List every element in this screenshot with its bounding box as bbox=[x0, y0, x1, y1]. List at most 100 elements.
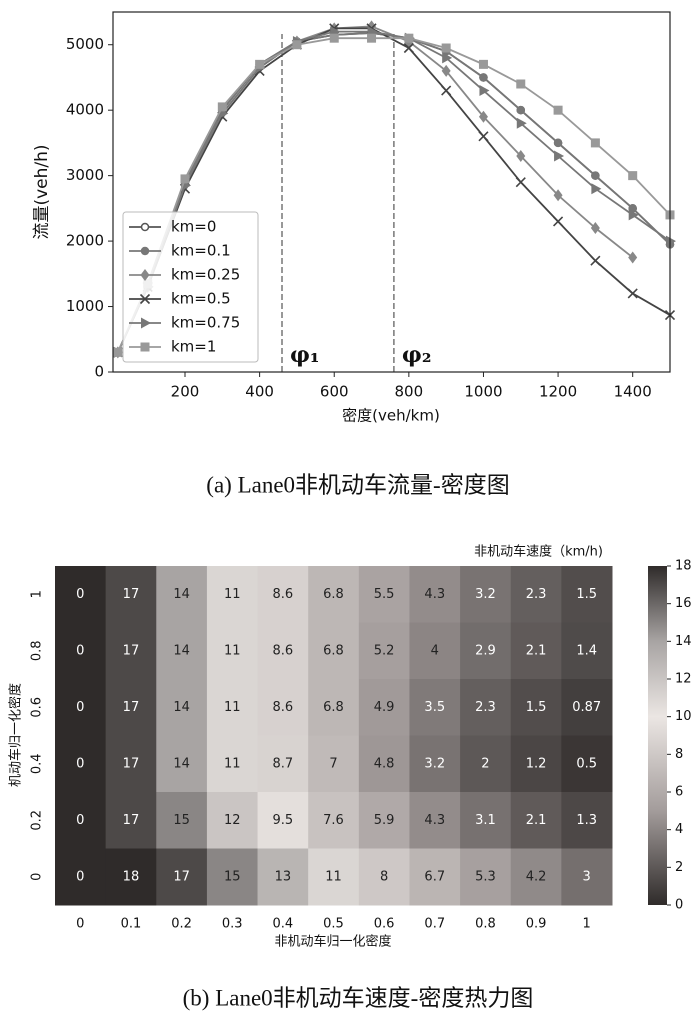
cell bbox=[308, 566, 360, 623]
cell bbox=[206, 735, 259, 793]
cell bbox=[460, 566, 512, 623]
cell bbox=[510, 848, 562, 906]
marker bbox=[441, 85, 452, 96]
cell bbox=[257, 792, 309, 849]
colorbar-tick-label: 14 bbox=[675, 634, 692, 649]
x-tick-label: 1200 bbox=[539, 383, 577, 401]
cell-label: 11 bbox=[224, 587, 241, 602]
marker bbox=[516, 150, 526, 162]
series-line bbox=[117, 37, 671, 353]
cell bbox=[561, 735, 613, 793]
marker bbox=[329, 33, 339, 43]
x-tick-label: 0.6 bbox=[374, 917, 395, 932]
marker bbox=[140, 222, 150, 232]
marker bbox=[553, 189, 563, 202]
cell-label: 6.8 bbox=[323, 643, 344, 658]
cell-label: 11 bbox=[325, 869, 342, 884]
y-tick-label: 0.8 bbox=[30, 640, 45, 661]
colorbar-tick-label: 16 bbox=[675, 596, 692, 611]
y-tick-label: 2000 bbox=[66, 232, 104, 250]
marker bbox=[553, 105, 563, 115]
marker bbox=[367, 20, 377, 33]
x-tick-label: 200 bbox=[171, 383, 200, 401]
cell-label: 7.6 bbox=[323, 813, 344, 828]
cell-label: 1.5 bbox=[526, 700, 547, 715]
cell-label: 3 bbox=[583, 869, 591, 884]
annotation: φ₂ bbox=[402, 342, 432, 368]
cell bbox=[460, 792, 512, 849]
marker bbox=[515, 177, 526, 188]
cell bbox=[510, 566, 562, 623]
cell bbox=[561, 566, 613, 623]
legend-box bbox=[122, 211, 259, 363]
cell bbox=[156, 566, 208, 623]
cell-label: 17 bbox=[123, 643, 140, 658]
x-tick-label: 1400 bbox=[614, 383, 652, 401]
cell bbox=[206, 792, 259, 849]
cell-label: 3.2 bbox=[424, 756, 445, 771]
x-axis-label: 非机动车归一化密度 bbox=[274, 934, 391, 950]
cell bbox=[206, 566, 259, 623]
cell bbox=[409, 792, 461, 849]
marker bbox=[478, 131, 489, 142]
cell-label: 6.7 bbox=[424, 869, 445, 884]
marker bbox=[516, 117, 527, 129]
cell-label: 4.3 bbox=[424, 587, 445, 602]
cell bbox=[257, 679, 309, 736]
marker bbox=[441, 64, 451, 77]
cell bbox=[409, 622, 461, 680]
x-tick-label: 0.3 bbox=[222, 917, 243, 932]
colorbar-tick-label: 18 bbox=[675, 559, 692, 574]
x-tick-label: 400 bbox=[245, 383, 274, 401]
marker bbox=[367, 33, 377, 43]
cell-label: 2 bbox=[481, 756, 489, 771]
cell bbox=[358, 792, 410, 849]
cell bbox=[206, 848, 259, 906]
x-tick-label: 1 bbox=[583, 917, 591, 932]
marker bbox=[255, 59, 265, 69]
legend-label: km=1 bbox=[171, 338, 216, 356]
colorbar-tick-label: 8 bbox=[675, 747, 683, 762]
y-tick-label: 0 bbox=[94, 363, 104, 381]
x-tick-label: 0 bbox=[76, 917, 84, 932]
cell-label: 8.6 bbox=[273, 643, 294, 658]
cell bbox=[308, 735, 360, 793]
y-tick-label: 0 bbox=[30, 873, 45, 881]
marker bbox=[628, 251, 638, 264]
legend-label: km=0.5 bbox=[171, 290, 231, 308]
marker bbox=[113, 347, 123, 357]
cell-label: 5.5 bbox=[374, 587, 395, 602]
cell bbox=[257, 735, 309, 793]
cell bbox=[156, 735, 208, 793]
cell bbox=[460, 848, 512, 906]
cell bbox=[156, 622, 208, 680]
marker bbox=[140, 269, 150, 281]
colorbar-tick-label: 0 bbox=[675, 898, 683, 913]
cell-label: 1.2 bbox=[526, 756, 547, 771]
marker bbox=[591, 183, 602, 195]
cell bbox=[358, 679, 410, 736]
cell-label: 7 bbox=[329, 756, 337, 771]
cell bbox=[55, 566, 107, 623]
cell-label: 5.3 bbox=[475, 869, 496, 884]
marker bbox=[180, 174, 190, 184]
cell-label: 1.5 bbox=[576, 587, 597, 602]
cell bbox=[460, 735, 512, 793]
marker bbox=[292, 40, 302, 50]
cell bbox=[510, 622, 562, 680]
cell-label: 17 bbox=[123, 700, 140, 715]
cell bbox=[55, 622, 107, 680]
cell-label: 1.3 bbox=[576, 813, 597, 828]
cell bbox=[409, 679, 461, 736]
cell-label: 17 bbox=[123, 756, 140, 771]
marker bbox=[590, 138, 600, 148]
y-tick-label: 0.4 bbox=[30, 753, 45, 774]
cell-label: 14 bbox=[173, 700, 190, 715]
cell bbox=[358, 735, 410, 793]
legend-label: km=0 bbox=[171, 218, 216, 236]
cell-label: 15 bbox=[173, 813, 190, 828]
cell-label: 0 bbox=[76, 700, 84, 715]
x-tick-label: 0.1 bbox=[121, 917, 142, 932]
